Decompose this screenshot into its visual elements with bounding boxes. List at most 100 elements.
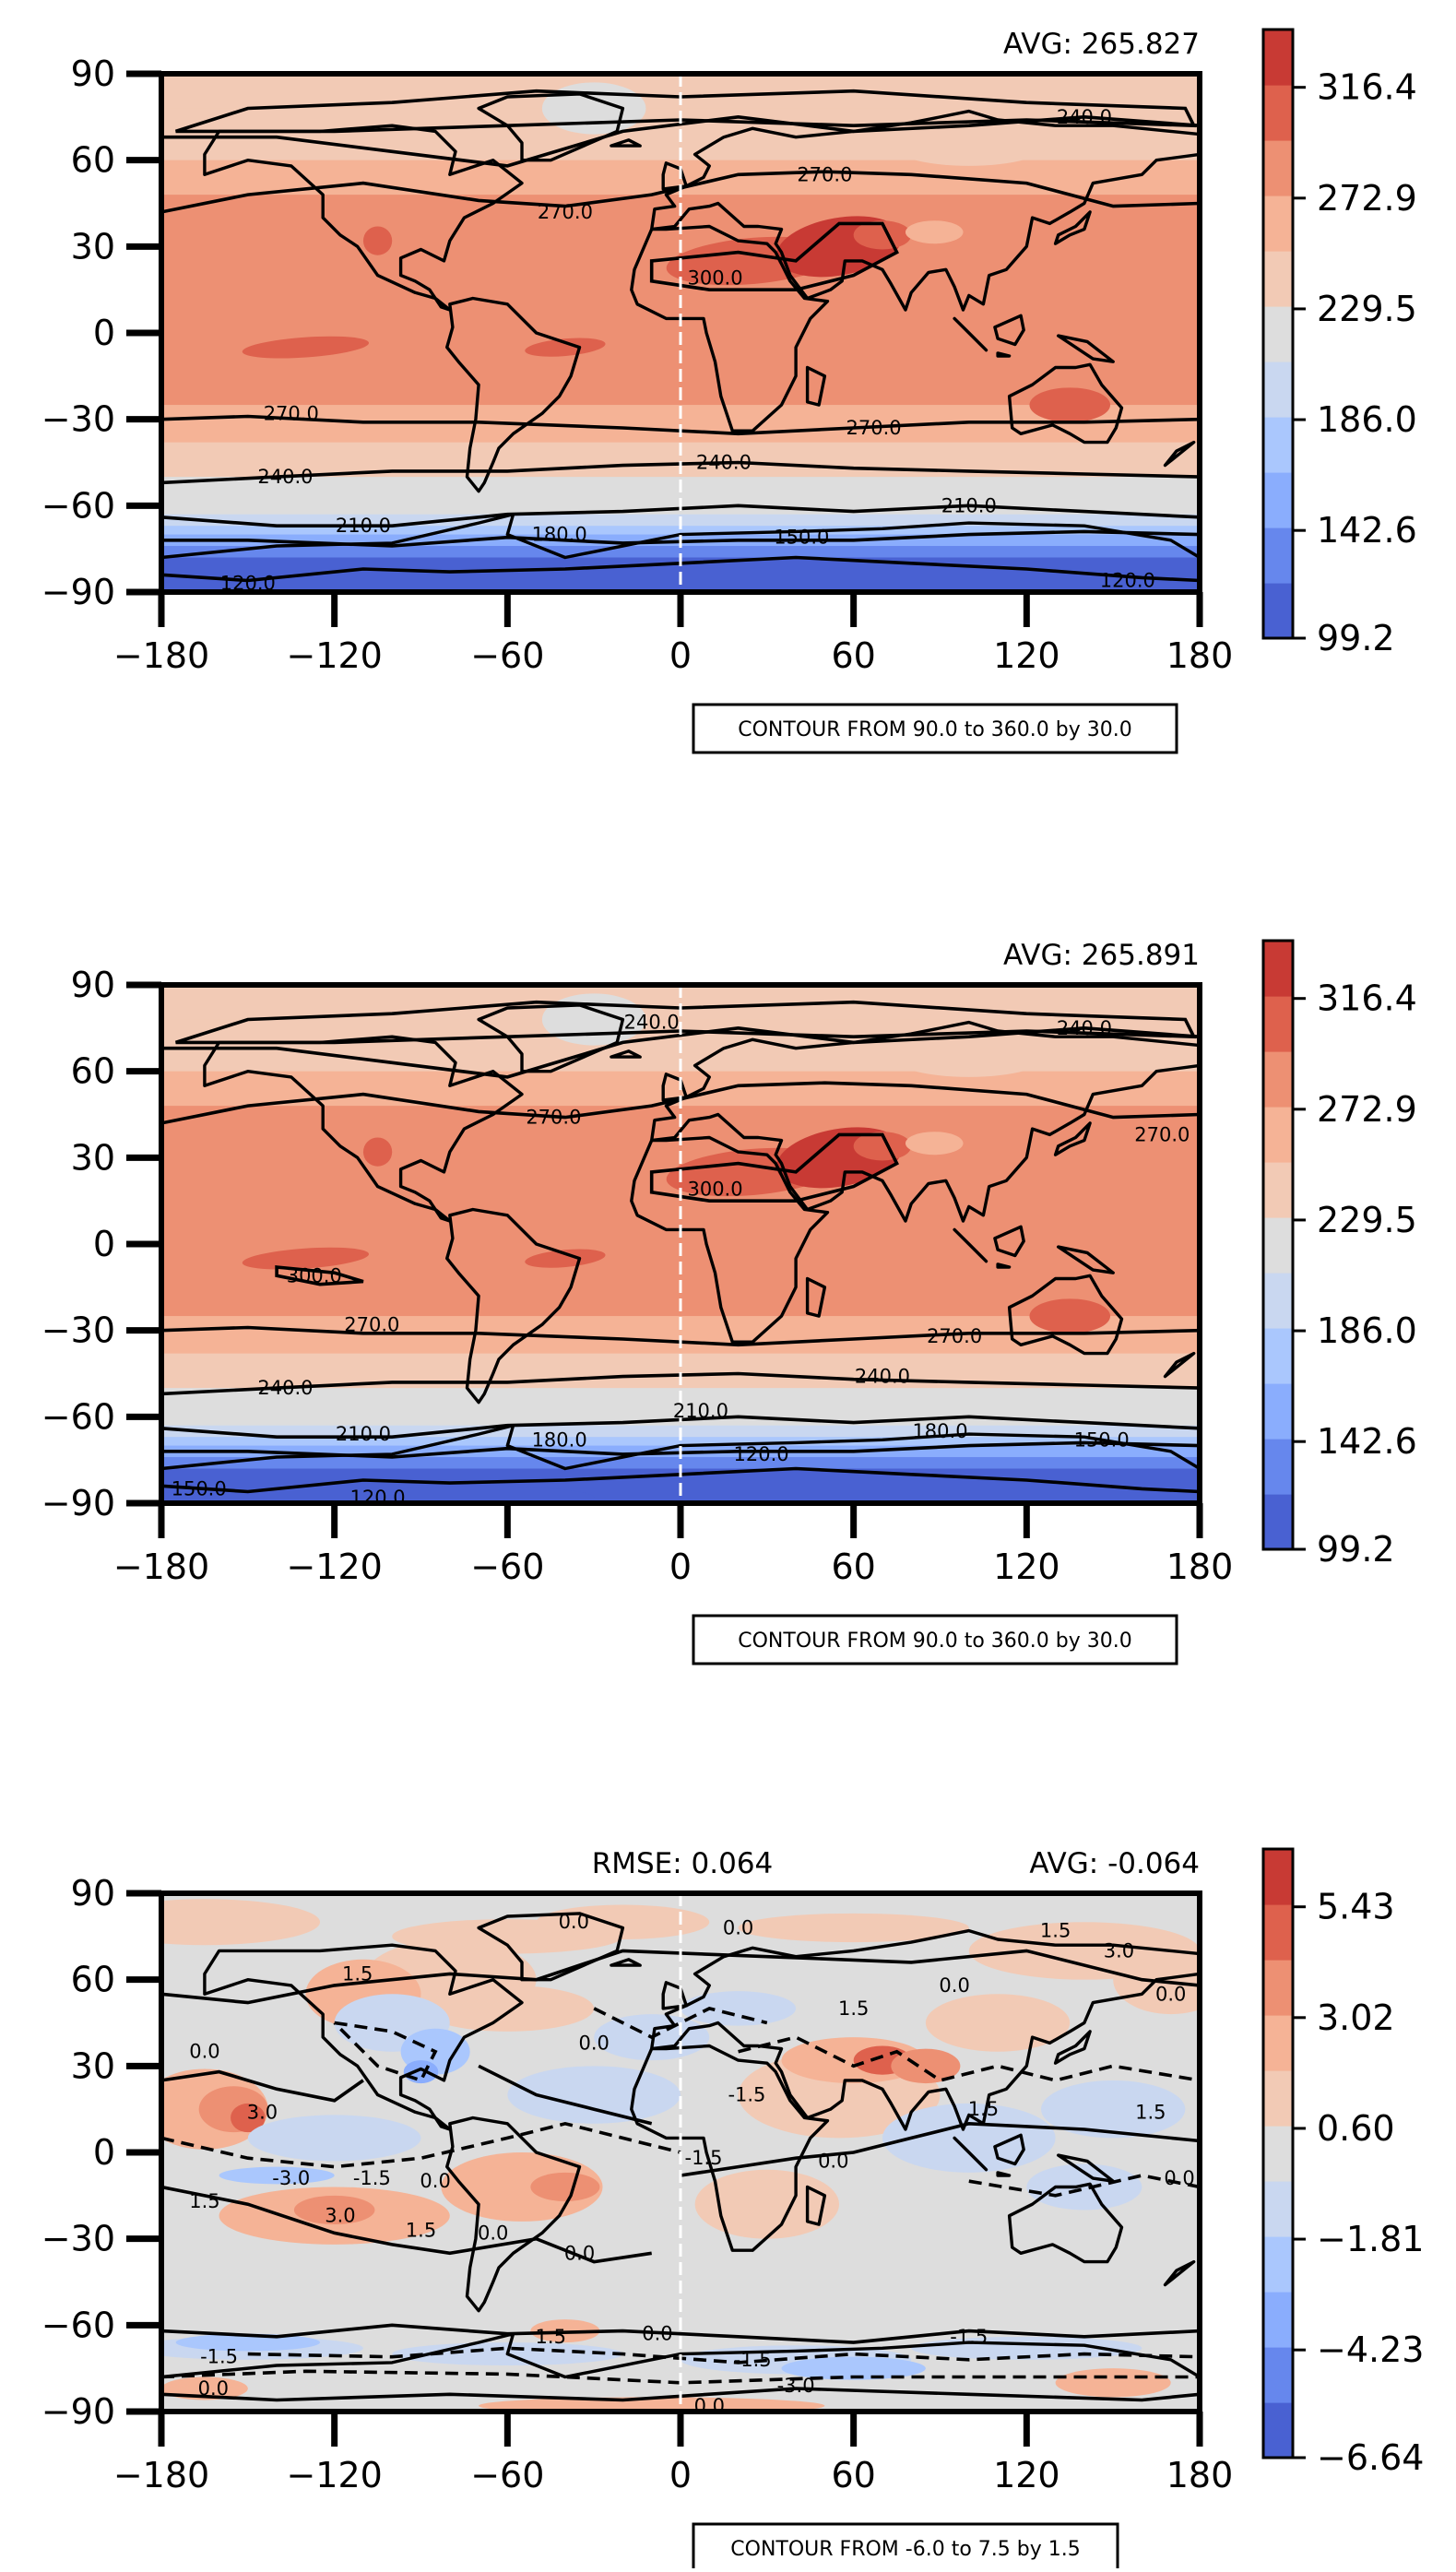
x-tick-label: −180 <box>113 635 209 676</box>
map-panel-3: 0.0 0.0 1.5 3.0 1.5 0.0 1.5 0.0 0.0 0.0 3.0 -1.5 1.5… <box>41 1847 1424 2572</box>
avg-label: AVG: -0.064 <box>1029 1847 1200 1880</box>
contour-label: 1.5 <box>406 2219 436 2241</box>
contour-label: 240.0 <box>1057 1017 1112 1039</box>
pacific-warm-patch <box>242 1247 370 1270</box>
coastline <box>1053 210 1092 245</box>
difference-patch <box>175 2333 321 2352</box>
contour-info-box <box>692 2522 1119 2572</box>
temperature-band <box>161 526 1200 536</box>
colorbar-swatch <box>1263 527 1293 584</box>
colorbar-swatch <box>1263 1107 1293 1163</box>
desert-sw-patch <box>362 226 393 255</box>
coastline <box>1007 1274 1124 1356</box>
difference-contour-dashed <box>333 2021 438 2083</box>
colorbar-tick-label: 229.5 <box>1317 289 1417 329</box>
colorbar-tick-label: −4.23 <box>1317 2329 1424 2370</box>
coastline <box>1007 362 1124 444</box>
difference-contour-line <box>161 1949 1200 2005</box>
difference-patch <box>781 2356 926 2380</box>
y-tick-label: 0 <box>93 2132 115 2173</box>
colorbar-frame <box>1261 939 1295 1551</box>
contour-label: 120.0 <box>734 1443 789 1465</box>
map-plot-area: 0.0 0.0 1.5 3.0 1.5 0.0 1.5 0.0 0.0 0.0 3.0 -1.5 1.5… <box>161 1893 1200 2412</box>
x-tick-label: −180 <box>113 1547 209 1587</box>
colorbar-swatch <box>1263 1328 1293 1384</box>
colorbar-tick-label: 316.4 <box>1317 67 1417 108</box>
coastline <box>1163 2259 1196 2287</box>
difference-contour-line <box>161 2069 364 2103</box>
contour-info-text: CONTOUR FROM -6.0 to 7.5 by 1.5 <box>730 2538 1080 2561</box>
colorbar-swatch <box>1263 306 1293 362</box>
colorbar-tick-label: 99.2 <box>1317 618 1395 658</box>
contour-label: 270.0 <box>344 1313 399 1335</box>
contour-label: 180.0 <box>912 1420 967 1442</box>
coastline <box>1057 1245 1115 1274</box>
y-tick-label: 30 <box>71 1137 115 1178</box>
colorbar-swatch <box>1263 583 1293 639</box>
colorbar-swatch <box>1263 2015 1293 2071</box>
coastline <box>1053 2030 1092 2065</box>
x-tick-label: 60 <box>831 635 875 676</box>
contour-label: 0.0 <box>189 2041 219 2063</box>
colorbar-tick-label: −6.64 <box>1317 2437 1424 2478</box>
contour-label: 180.0 <box>532 1428 587 1451</box>
coastline <box>630 2044 830 2252</box>
coastline <box>953 1227 988 1263</box>
coastline <box>1163 1351 1196 1379</box>
contour-label: 150.0 <box>172 1477 227 1499</box>
contour-label: -1.5 <box>353 2167 391 2189</box>
difference-contour-dashed <box>968 2174 1200 2198</box>
difference-patch <box>247 2115 421 2162</box>
colorbar-swatch <box>1263 2236 1293 2293</box>
contour-label: 210.0 <box>336 515 391 537</box>
colorbar-swatch <box>1263 2402 1293 2459</box>
isotherm-240-arctic <box>175 89 1197 134</box>
x-tick-label: 180 <box>1166 1547 1234 1587</box>
isotherm-line <box>161 170 1200 214</box>
colorbar-swatch <box>1263 30 1293 86</box>
colorbar: 5.43 3.02 0.60 −1.81 −4.23 −6.64 <box>1261 1847 1424 2478</box>
y-tick-label: −30 <box>41 1310 115 1351</box>
isotherm-300 <box>649 221 899 291</box>
y-tick-label: −60 <box>41 2305 115 2345</box>
y-tick-label: −30 <box>41 399 115 440</box>
difference-patch <box>403 2060 439 2084</box>
contour-label: 240.0 <box>1057 106 1112 128</box>
x-tick-label: 180 <box>1166 2455 1234 2495</box>
colorbar-swatch <box>1263 2292 1293 2348</box>
contour-label: 270.0 <box>526 1107 581 1129</box>
x-tick-label: −180 <box>113 2455 209 2495</box>
contour-label: 1.5 <box>968 2098 999 2120</box>
contour-label: 0.0 <box>478 2222 508 2244</box>
coastline <box>1057 334 1115 363</box>
colorbar-swatch <box>1263 1051 1293 1108</box>
contour-label: 120.0 <box>1100 570 1155 592</box>
coastline <box>805 365 827 407</box>
difference-contour-line <box>478 2064 653 2126</box>
coastline <box>805 2185 827 2226</box>
colorbar-swatch <box>1263 2347 1293 2403</box>
colorbar-swatch <box>1263 196 1293 252</box>
difference-contour-line <box>680 2121 1200 2177</box>
contour-label: 150.0 <box>774 527 829 549</box>
x-tick-label: 180 <box>1166 635 1234 676</box>
y-tick-label: 0 <box>93 1224 115 1264</box>
temperature-band <box>161 1437 1200 1447</box>
x-tick-label: 0 <box>669 1547 692 1587</box>
contour-label: 120.0 <box>220 573 276 595</box>
contour-label: 270.0 <box>538 201 593 223</box>
contour-label: 240.0 <box>257 1377 313 1399</box>
contour-label: 1.5 <box>1040 1920 1071 1942</box>
difference-contour-dashed <box>247 2346 1200 2365</box>
y-tick-label: −60 <box>41 485 115 526</box>
y-tick-label: 30 <box>71 2045 115 2086</box>
colorbar-swatch <box>1263 140 1293 196</box>
contour-label: 0.0 <box>578 2032 609 2054</box>
contour-label: -1.5 <box>200 2346 238 2368</box>
colorbar-tick-label: 0.60 <box>1317 2108 1395 2149</box>
contour-label: 0.0 <box>564 2242 595 2264</box>
difference-patch <box>681 1991 797 2026</box>
coastline <box>650 109 1200 312</box>
